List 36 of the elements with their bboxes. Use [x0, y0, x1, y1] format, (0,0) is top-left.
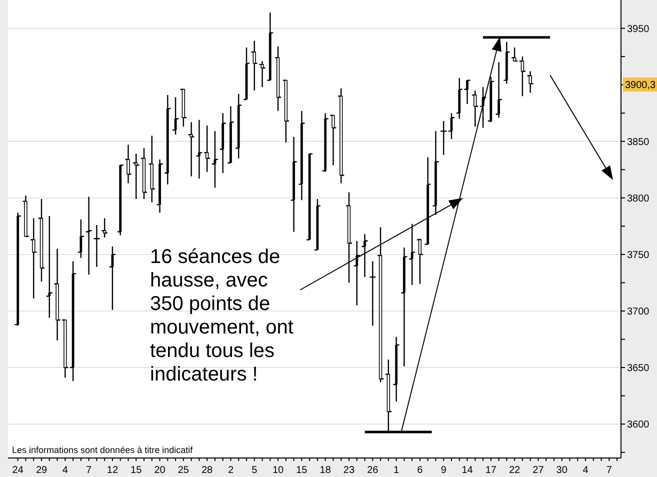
x-tick-label: 24 — [12, 465, 24, 476]
x-tick-label: 4 — [62, 465, 68, 476]
x-tick-label: 18 — [320, 465, 332, 476]
x-tick-label: 15 — [130, 465, 142, 476]
annotation: 16 séances de hausse, avec 350 points de mouvement, ont tendu tous les indicateurs ! — [150, 246, 294, 386]
y-tick-label: 3700 — [627, 306, 650, 318]
x-tick-label: 26 — [367, 465, 379, 476]
x-tick-label: 30 — [556, 465, 568, 476]
x-tick-label: 17 — [485, 465, 497, 476]
x-tick-label: 7 — [86, 465, 92, 476]
x-tick-label: 15 — [296, 465, 308, 476]
x-tick-label: 4 — [582, 465, 589, 476]
x-tick-label: 10 — [272, 465, 284, 476]
x-tick-label: 1 — [394, 465, 400, 476]
x-tick-label: 28 — [202, 465, 214, 476]
annotation: 3900,3 — [625, 80, 656, 91]
x-tick-label: 12 — [106, 465, 118, 476]
y-tick-label: 3950 — [627, 24, 650, 35]
annotation: Les informations sont données à titre indicatif — [12, 445, 194, 455]
y-tick-label: 3750 — [627, 250, 650, 261]
x-tick-label: 6 — [417, 465, 424, 476]
y-tick-label: 3800 — [627, 193, 650, 204]
x-tick-label: 27 — [532, 465, 544, 476]
x-tick-label: 14 — [462, 465, 474, 476]
x-tick-label: 5 — [252, 465, 258, 476]
x-tick-label: 7 — [606, 465, 612, 476]
y-tick-label: 3850 — [627, 136, 650, 148]
x-tick-label: 20 — [154, 465, 166, 476]
x-tick-label: 29 — [36, 465, 48, 476]
x-tick-label: 23 — [343, 465, 355, 476]
y-tick-label: 3650 — [627, 363, 650, 374]
x-tick-label: 25 — [178, 465, 190, 476]
y-tick-label: 3600 — [627, 420, 650, 431]
x-tick-label: 9 — [440, 465, 447, 476]
x-tick-label: 22 — [509, 465, 521, 476]
x-tick-label: 2 — [228, 465, 234, 476]
